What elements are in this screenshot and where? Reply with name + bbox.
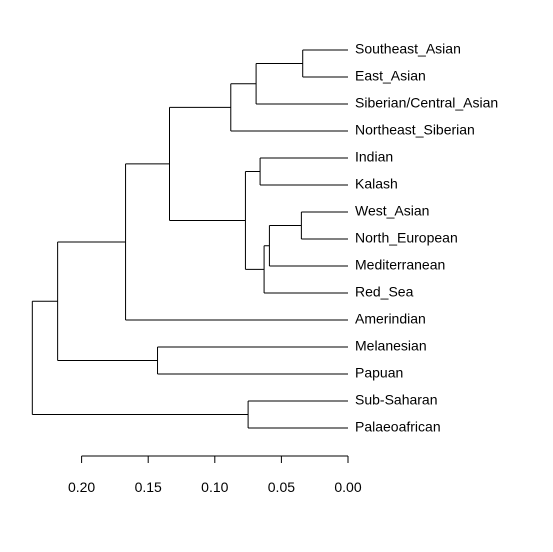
leaf-label-mediterranean: Mediterranean: [355, 257, 445, 273]
leaf-label-west-asian: West_Asian: [355, 203, 429, 219]
leaf-labels: Southeast_Asian East_Asian Siberian/Centra…: [355, 41, 498, 435]
leaf-label-sub-saharan: Sub-Saharan: [355, 392, 438, 408]
leaf-label-east-asian: East_Asian: [355, 68, 426, 84]
tick-label-0-20: 0.20: [68, 479, 95, 495]
leaf-label-red-sea: Red_Sea: [355, 284, 414, 300]
axis-ticks: 0.20 0.15 0.10 0.05 0.00: [68, 456, 362, 495]
leaf-label-southeast-asian: Southeast_Asian: [355, 41, 461, 57]
leaf-label-palaeoafrican: Palaeoafrican: [355, 419, 441, 435]
leaf-label-melanesian: Melanesian: [355, 338, 427, 354]
leaf-label-siberian-central-asian: Siberian/Central_Asian: [355, 95, 498, 111]
tick-label-0-15: 0.15: [135, 479, 162, 495]
tick-label-0-05: 0.05: [268, 479, 295, 495]
leaf-label-papuan: Papuan: [355, 365, 403, 381]
leaf-label-amerindian: Amerindian: [355, 311, 426, 327]
distance-axis: 0.20 0.15 0.10 0.05 0.00: [68, 455, 362, 495]
leaf-label-kalash: Kalash: [355, 176, 398, 192]
leaf-label-northeast-siberian: Northeast_Siberian: [355, 122, 475, 138]
dendrogram-branches: [31, 49, 348, 429]
tick-label-0-00: 0.00: [334, 479, 361, 495]
leaf-label-north-european: North_European: [355, 230, 458, 246]
tick-label-0-10: 0.10: [201, 479, 228, 495]
leaf-label-indian: Indian: [355, 149, 393, 165]
